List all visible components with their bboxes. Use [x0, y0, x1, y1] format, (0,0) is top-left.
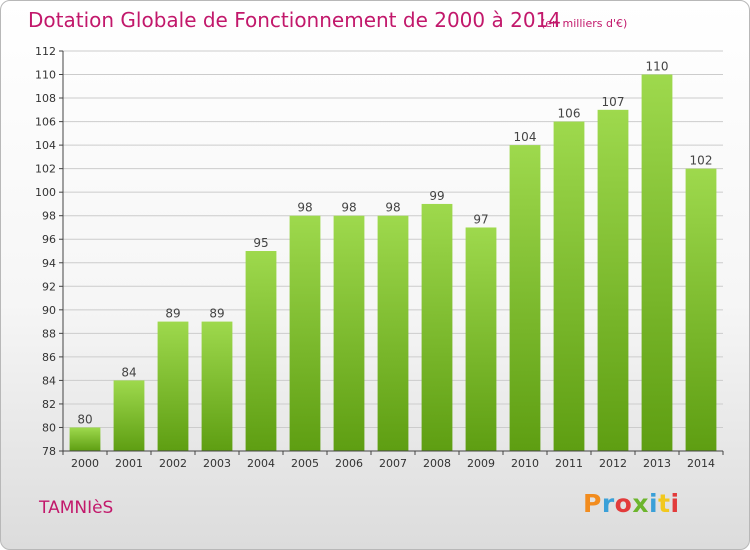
data-label: 98: [297, 201, 312, 215]
x-tick-label: 2000: [71, 457, 99, 470]
y-tick-label: 78: [42, 445, 56, 458]
y-tick-label: 84: [42, 374, 56, 387]
brand-letter: r: [601, 489, 615, 518]
bar: [245, 251, 277, 451]
bar: [157, 321, 189, 451]
data-label: 80: [77, 412, 92, 426]
data-label: 107: [602, 95, 625, 109]
bar: [289, 215, 321, 451]
brand-letter: P: [583, 489, 602, 518]
commune-name: TAMNIèS: [39, 498, 114, 518]
brand-logo: Proxiti: [583, 489, 680, 518]
data-label: 98: [385, 201, 400, 215]
data-label: 97: [473, 212, 488, 226]
data-label: 102: [690, 154, 713, 168]
y-axis-ticks: 78 80 82 84 86 88 90 92 94 96 98 100 102 104 106 108 110…: [35, 45, 63, 458]
bar: [69, 427, 101, 451]
x-tick-label: 2008: [423, 457, 451, 470]
x-tick-label: 2001: [115, 457, 143, 470]
data-label: 110: [646, 60, 669, 74]
axes: [62, 51, 723, 452]
y-tick-label: 90: [42, 304, 56, 317]
y-tick-label: 102: [35, 163, 56, 176]
bar: [201, 321, 233, 451]
chart-title: Dotation Globale de Fonctionnement de 20…: [28, 8, 561, 32]
chart-unit: (en milliers d'€): [541, 17, 628, 30]
y-tick-label: 86: [42, 351, 56, 364]
y-tick-label: 82: [42, 398, 56, 411]
data-label: 104: [514, 130, 537, 144]
bar: [685, 168, 717, 451]
data-label: 95: [253, 236, 268, 250]
y-tick-label: 98: [42, 210, 56, 223]
data-labels: 80 84 89 89 95 98 98 98 99 97 104 106 107 110 102: [77, 60, 712, 427]
x-tick-label: 2009: [467, 457, 495, 470]
bar: [553, 121, 585, 452]
data-label: 89: [165, 307, 180, 321]
bars: [69, 74, 717, 452]
bar: [333, 215, 365, 451]
brand-letter: t: [658, 489, 671, 518]
brand-letter: i: [649, 489, 659, 518]
data-label: 106: [558, 107, 581, 121]
data-label: 89: [209, 307, 224, 321]
data-label: 99: [429, 189, 444, 203]
y-tick-label: 80: [42, 421, 56, 434]
bar: [377, 215, 409, 451]
y-tick-label: 88: [42, 327, 56, 340]
brand-letter: x: [632, 489, 649, 518]
y-tick-label: 108: [35, 92, 56, 105]
data-label: 98: [341, 201, 356, 215]
bar: [641, 74, 673, 451]
y-tick-label: 104: [35, 139, 56, 152]
x-axis-ticks: 2000 2001 2002 2003 2004 2005 2006 2007 2008 2009…: [62, 451, 724, 470]
x-tick-label: 2006: [335, 457, 363, 470]
brand-letter: i: [670, 489, 680, 518]
bar: [465, 227, 497, 451]
x-tick-label: 2002: [159, 457, 187, 470]
x-tick-label: 2005: [291, 457, 319, 470]
y-tick-label: 100: [35, 186, 56, 199]
x-tick-label: 2007: [379, 457, 407, 470]
y-tick-label: 110: [35, 69, 56, 82]
data-label: 84: [121, 365, 136, 379]
bar: [113, 380, 145, 451]
x-tick-label: 2011: [555, 457, 583, 470]
bar: [509, 145, 541, 451]
bar: [421, 203, 453, 451]
y-tick-label: 94: [42, 257, 56, 270]
x-tick-label: 2012: [599, 457, 627, 470]
y-tick-label: 96: [42, 233, 56, 246]
x-tick-label: 2014: [687, 457, 715, 470]
y-tick-label: 106: [35, 116, 56, 129]
y-tick-label: 112: [35, 45, 56, 58]
x-tick-label: 2003: [203, 457, 231, 470]
x-tick-label: 2010: [511, 457, 539, 470]
y-tick-label: 92: [42, 280, 56, 293]
bar: [597, 109, 629, 451]
brand-letter: o: [614, 489, 633, 518]
x-tick-label: 2013: [643, 457, 671, 470]
x-tick-label: 2004: [247, 457, 275, 470]
